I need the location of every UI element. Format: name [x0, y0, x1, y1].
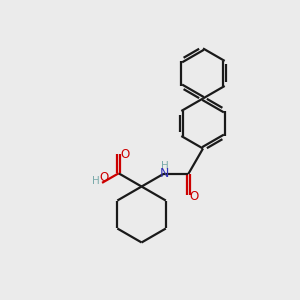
Text: H: H	[160, 161, 168, 171]
Text: H: H	[92, 176, 99, 186]
Text: N: N	[160, 167, 169, 180]
Text: O: O	[99, 171, 108, 184]
Text: O: O	[189, 190, 198, 202]
Text: O: O	[121, 148, 130, 161]
